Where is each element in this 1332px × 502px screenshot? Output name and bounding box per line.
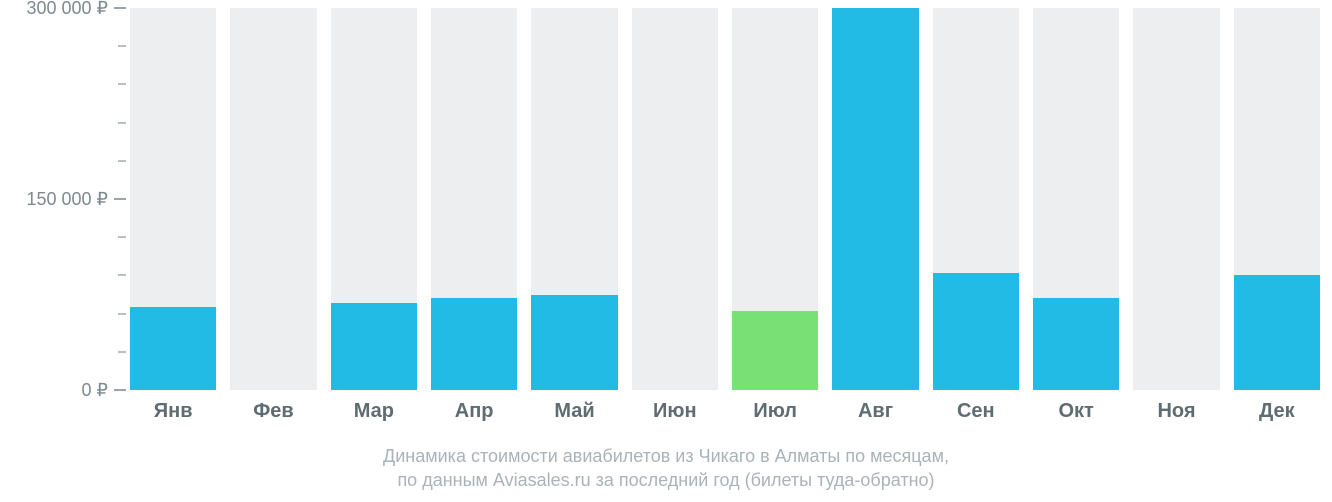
x-tick-label: Июн bbox=[632, 400, 718, 423]
y-minor-tick bbox=[118, 236, 126, 238]
x-tick-label: Фев bbox=[230, 400, 316, 423]
price-bar bbox=[331, 303, 417, 390]
price-bar bbox=[1234, 275, 1320, 390]
y-axis: 0 ₽150 000 ₽300 000 ₽ bbox=[0, 8, 130, 390]
x-tick-label: Окт bbox=[1033, 400, 1119, 423]
y-minor-tick bbox=[118, 45, 126, 47]
chart-caption: Динамика стоимости авиабилетов из Чикаго… bbox=[0, 444, 1332, 492]
price-bar bbox=[1033, 298, 1119, 390]
y-tick-mark bbox=[114, 7, 126, 9]
plot-area bbox=[130, 8, 1320, 390]
x-tick-label: Янв bbox=[130, 400, 216, 423]
price-bar bbox=[832, 8, 918, 390]
x-tick-label: Ноя bbox=[1133, 400, 1219, 423]
y-minor-tick bbox=[118, 122, 126, 124]
y-tick-label: 150 000 ₽ bbox=[0, 190, 108, 208]
x-tick-label: Сен bbox=[933, 400, 1019, 423]
price-bar bbox=[130, 307, 216, 390]
month-column-bg bbox=[632, 8, 718, 390]
month-column-bg bbox=[1133, 8, 1219, 390]
x-tick-label: Мар bbox=[331, 400, 417, 423]
x-tick-label: Дек bbox=[1234, 400, 1320, 423]
caption-line-1: Динамика стоимости авиабилетов из Чикаго… bbox=[0, 444, 1332, 468]
x-tick-label: Апр bbox=[431, 400, 517, 423]
y-minor-tick bbox=[118, 274, 126, 276]
price-bar bbox=[933, 273, 1019, 390]
x-tick-label: Авг bbox=[832, 400, 918, 423]
y-minor-tick bbox=[118, 351, 126, 353]
x-axis: Янв Фев Мар Апр Май Июн Июл Авг Сен Окт Ноя Дек bbox=[130, 400, 1320, 432]
y-minor-tick bbox=[118, 160, 126, 162]
x-tick-label: Июл bbox=[732, 400, 818, 423]
price-bar bbox=[431, 298, 517, 390]
price-bar bbox=[531, 295, 617, 391]
x-tick-label: Май bbox=[531, 400, 617, 423]
y-minor-tick bbox=[118, 83, 126, 85]
y-tick-mark bbox=[114, 389, 126, 391]
y-minor-tick bbox=[118, 313, 126, 315]
price-by-month-chart: 0 ₽150 000 ₽300 000 ₽ ЯнвФевМарАпрМайИюн… bbox=[0, 0, 1332, 502]
caption-line-2: по данным Aviasales.ru за последний год … bbox=[0, 468, 1332, 492]
y-tick-label: 300 000 ₽ bbox=[0, 0, 108, 17]
y-tick-label: 0 ₽ bbox=[0, 381, 108, 399]
y-tick-mark bbox=[114, 198, 126, 200]
month-column-bg bbox=[230, 8, 316, 390]
price-bar bbox=[732, 311, 818, 390]
